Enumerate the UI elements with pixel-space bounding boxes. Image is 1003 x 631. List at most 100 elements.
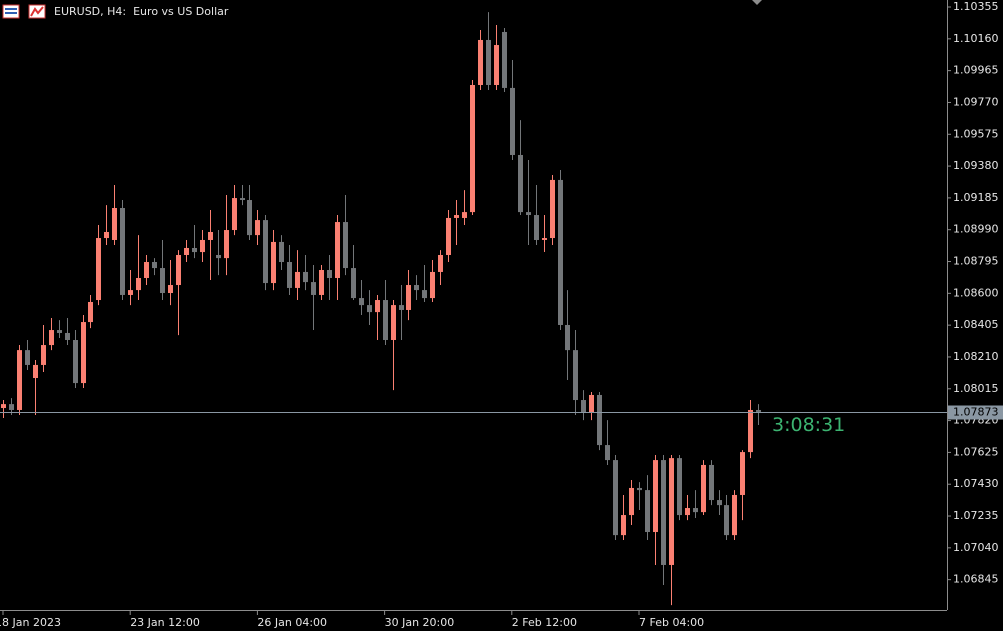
candle-body [573, 350, 578, 401]
candle-body [144, 262, 149, 278]
y-tick-label: 1.06845 [953, 573, 999, 586]
y-tick-label: 1.10160 [953, 32, 999, 45]
candle-body [343, 222, 348, 269]
candle-body [542, 238, 547, 240]
candle-body [581, 400, 586, 413]
y-tick-label: 1.08990 [953, 223, 999, 236]
candle-body [88, 301, 93, 323]
candle-body [295, 271, 300, 288]
candle-body [359, 298, 364, 306]
candle-body [240, 198, 245, 201]
candle-body [176, 254, 181, 286]
candle-body [271, 241, 276, 284]
candle-body [558, 179, 563, 325]
candle-body [65, 332, 70, 340]
candle-body [653, 460, 658, 533]
candle-body [73, 339, 78, 384]
candle-body [81, 322, 86, 384]
candle-body [311, 282, 316, 295]
candle-body [120, 208, 125, 295]
candle-body [160, 268, 165, 294]
candle-body [510, 87, 515, 155]
candle-body [33, 364, 38, 379]
candle-body [335, 222, 340, 278]
candle-body [112, 208, 117, 240]
candle-body [454, 215, 459, 218]
candle-body [383, 300, 388, 340]
x-tick-label: 23 Jan 12:00 [130, 616, 200, 629]
y-tick-label: 1.08015 [953, 382, 999, 395]
chart-title: EURUSD, H4: Euro vs US Dollar [54, 5, 229, 18]
candle-body [430, 271, 435, 299]
candle-body [613, 460, 618, 536]
candle-body [375, 300, 380, 313]
candle-body [597, 394, 602, 446]
current-price-box [948, 405, 1003, 420]
y-tick-label: 1.09770 [953, 95, 999, 108]
candle-body [589, 394, 594, 413]
x-tick-label: 7 Feb 04:00 [639, 616, 704, 629]
candle-body [406, 285, 411, 310]
candle-body [478, 39, 483, 85]
candle-body [319, 270, 324, 295]
icon-list [2, 4, 20, 19]
candle-body [391, 305, 396, 340]
candle-body [629, 487, 634, 516]
candle-body [502, 31, 507, 88]
candle-body [192, 247, 197, 253]
scroll-marker [752, 0, 762, 5]
candle-body [645, 490, 650, 533]
candle-body [709, 464, 714, 501]
candle-body [422, 290, 427, 299]
candle-body [263, 220, 268, 284]
candle-body [200, 239, 205, 253]
y-tick-label: 1.08405 [953, 318, 999, 331]
candle-body [732, 494, 737, 536]
y-tick-label: 1.07235 [953, 509, 999, 522]
candle-body [327, 270, 332, 278]
plot-area [1, 12, 761, 606]
y-tick-label: 1.09965 [953, 64, 999, 77]
y-tick-label: 1.07040 [953, 541, 999, 554]
candle-body [57, 330, 62, 333]
candle-body [685, 508, 690, 516]
y-tick-label: 1.08210 [953, 350, 999, 363]
candle-body [717, 500, 722, 506]
candle-body [41, 345, 46, 365]
candle-body [184, 247, 189, 255]
candle-body [96, 238, 101, 301]
candle-body [494, 45, 499, 85]
candle-body [756, 409, 761, 412]
candle-body [534, 215, 539, 240]
candle-body [1, 404, 6, 409]
y-tick-label: 1.08795 [953, 255, 999, 268]
candle-body [438, 254, 443, 272]
candle-body [17, 350, 22, 410]
candle-body [25, 350, 30, 365]
candle-body [216, 254, 221, 259]
candle-body [367, 305, 372, 313]
current-price-label: 1.07873 [953, 406, 999, 419]
bar-countdown: 3:08:31 [772, 414, 845, 436]
candle-body [208, 231, 213, 240]
candle-body [104, 231, 109, 239]
y-tick-label: 1.09185 [953, 191, 999, 204]
candle-body [748, 409, 753, 453]
y-tick-label: 1.09380 [953, 159, 999, 172]
candle-body [279, 241, 284, 263]
candle-body [247, 200, 252, 236]
candle-body [486, 39, 491, 85]
candle-body [701, 464, 706, 513]
y-tick-label: 1.08600 [953, 286, 999, 299]
icon-chart-line [30, 6, 44, 17]
candle-body [470, 84, 475, 213]
candle-body [128, 290, 133, 295]
candle-body [669, 458, 674, 565]
x-tick-label: 30 Jan 20:00 [385, 616, 455, 629]
candle-body [740, 452, 745, 495]
candle-body [351, 268, 356, 299]
x-tick-label: 18 Jan 2023 [0, 616, 61, 629]
symbol-icons [2, 4, 46, 19]
